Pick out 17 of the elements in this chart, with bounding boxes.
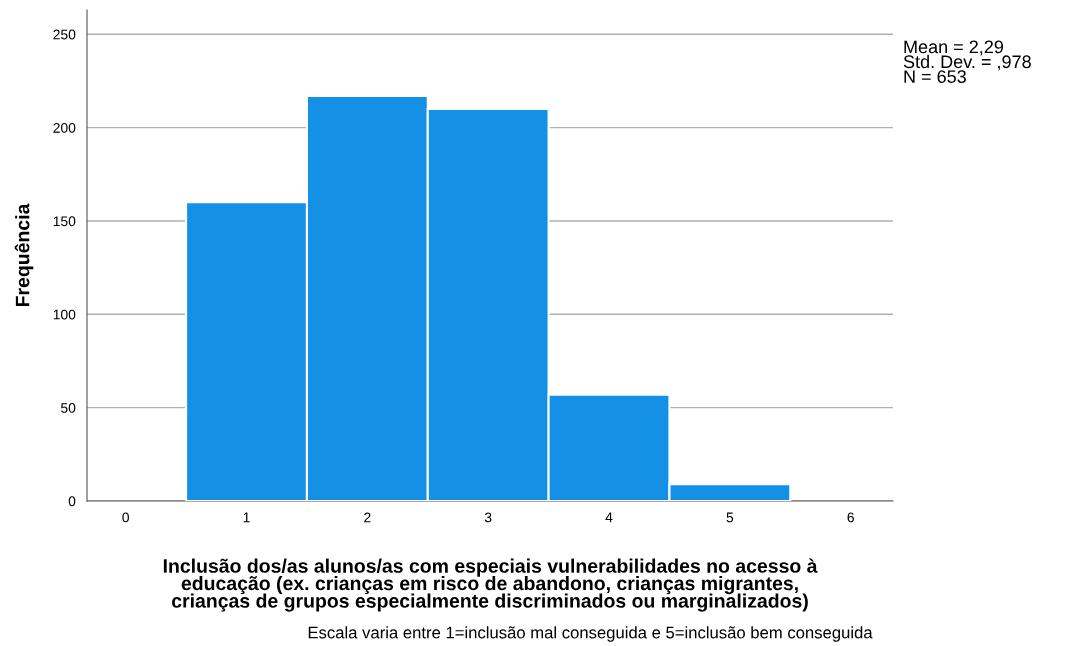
x-tick-label: 6 bbox=[847, 512, 854, 523]
x-tick-label: 1 bbox=[243, 512, 250, 523]
y-tick-label: 50 bbox=[61, 402, 76, 413]
y-tick-label: 100 bbox=[53, 309, 76, 320]
y-tick-label: 0 bbox=[68, 496, 76, 507]
text: Mean = 2,29 Std. Dev. = ,978 N = 653 bbox=[903, 40, 1031, 83]
x-axis-title: Inclusão dos/as alunos/as com especiais vulnerabilidades no acesso à educação (ex. crianças em risco de abandono, crianças migrantes, crianças de grupos especialmente discriminados ou marginalizados) bbox=[163, 558, 818, 612]
y-tick-label: 150 bbox=[53, 216, 76, 227]
y-axis-title: Frequência bbox=[14, 203, 34, 307]
x-tick-label: 5 bbox=[726, 512, 734, 523]
y-tick-label: 200 bbox=[53, 122, 76, 133]
y-tick-label: 250 bbox=[53, 29, 76, 40]
x-tick-label: 2 bbox=[364, 512, 371, 523]
text: Escala varia entre 1=inclusão mal conseguida e 5=inclusão bem conseguida bbox=[308, 626, 873, 642]
x-tick-label: 3 bbox=[484, 512, 492, 523]
x-tick-label: 4 bbox=[605, 512, 613, 523]
x-tick-label: 0 bbox=[122, 512, 129, 523]
